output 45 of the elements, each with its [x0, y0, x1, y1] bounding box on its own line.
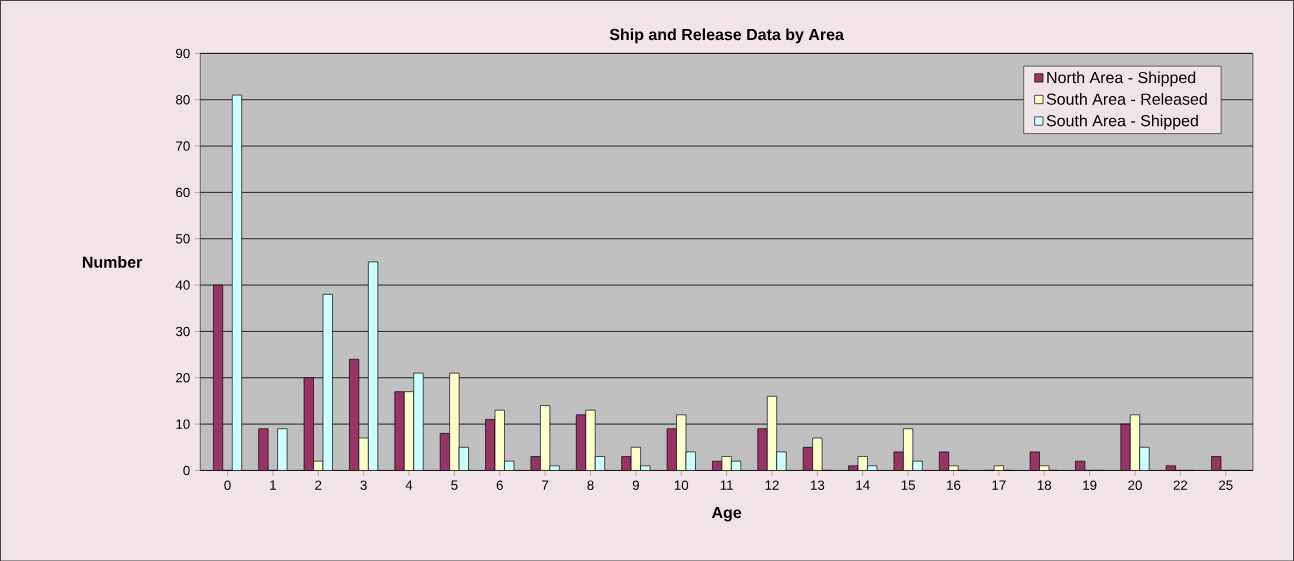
x-tick-label: 15	[901, 480, 915, 490]
y-tick-label: 90	[176, 48, 190, 58]
x-tick-label: 12	[765, 480, 779, 490]
x-tick-label: 20	[1128, 480, 1142, 490]
y-tick-label: 50	[175, 233, 190, 244]
y-tick-label: 40	[175, 280, 190, 290]
x-tick-label: 3	[360, 480, 367, 490]
x-tick-label: 16	[947, 480, 961, 490]
x-tick-label: 18	[1037, 480, 1052, 490]
bar	[1139, 446, 1150, 471]
x-tick-label: 10	[674, 480, 689, 490]
x-tick-label: 17	[992, 480, 1006, 490]
x-tick-label: 6	[496, 480, 503, 490]
x-tick-label: 1	[270, 480, 276, 490]
chart-title: Ship and Release Data by Area	[609, 28, 844, 44]
legend-label: South Area - Released	[1046, 92, 1207, 105]
x-tick-label: 0	[224, 480, 231, 490]
x-tick-label: 8	[587, 480, 594, 490]
y-tick-label: 30	[175, 326, 190, 336]
y-tick-label: 10	[176, 419, 190, 429]
x-tick-label: 5	[451, 480, 458, 490]
bar	[394, 391, 405, 471]
x-tick-label: 2	[315, 480, 322, 490]
bar	[1120, 423, 1131, 471]
x-axis-title: Age	[711, 506, 742, 522]
x-tick-label: 22	[1173, 480, 1188, 490]
x-tick-label: 7	[542, 480, 549, 490]
x-tick-label: 4	[405, 480, 413, 490]
y-tick-label: 20	[176, 372, 190, 383]
x-tick-label: 9	[632, 480, 639, 490]
y-tick-label: 60	[176, 187, 190, 197]
y-tick-label: 0	[183, 465, 190, 475]
x-tick-label: 11	[720, 480, 733, 490]
x-tick-label: 19	[1083, 480, 1097, 490]
y-tick-label: 70	[176, 141, 190, 151]
bar	[757, 428, 768, 471]
y-tick-label: 80	[176, 94, 190, 105]
x-tick-label: 13	[810, 480, 825, 490]
x-tick-label: 14	[856, 480, 870, 490]
y-axis-title: Number	[82, 255, 143, 268]
bar	[413, 372, 424, 471]
legend-label: South Area - Shipped	[1046, 114, 1198, 130]
x-tick-label: 25	[1219, 480, 1233, 490]
bar	[585, 409, 596, 471]
legend-label: North Area - Shipped	[1047, 71, 1196, 87]
